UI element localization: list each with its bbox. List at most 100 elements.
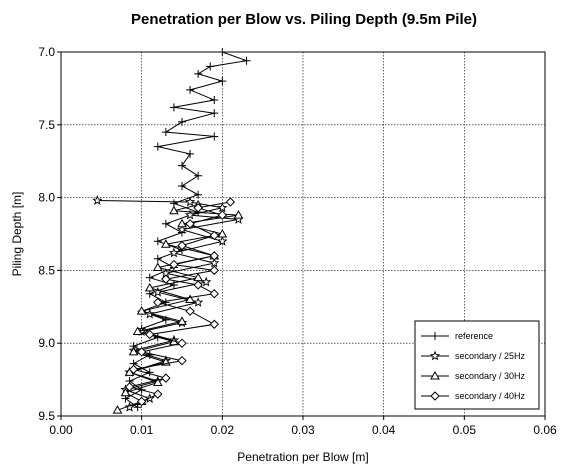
data-point bbox=[209, 230, 219, 241]
data-point bbox=[120, 387, 131, 397]
data-point bbox=[193, 203, 203, 213]
data-point bbox=[209, 319, 219, 329]
data-point bbox=[209, 251, 219, 261]
data-point bbox=[185, 306, 195, 316]
data-point bbox=[185, 219, 195, 229]
series-line bbox=[124, 51, 249, 408]
data-point bbox=[217, 235, 228, 246]
x-tick-label: 0.04 bbox=[372, 423, 396, 437]
series-line bbox=[129, 201, 231, 402]
data-point bbox=[186, 149, 195, 158]
data-point bbox=[178, 161, 186, 170]
data-point bbox=[145, 368, 154, 377]
data-point bbox=[153, 142, 162, 151]
legend-label: secondary / 30Hz bbox=[455, 371, 526, 381]
legend-marker bbox=[430, 370, 440, 380]
data-point bbox=[233, 210, 244, 219]
legend-item: secondary / 25Hz bbox=[421, 350, 526, 361]
y-tick-label: 7.5 bbox=[38, 118, 55, 132]
data-point bbox=[145, 329, 155, 340]
data-point bbox=[161, 239, 171, 248]
x-tick-label: 0.01 bbox=[130, 423, 154, 437]
data-point bbox=[92, 195, 103, 205]
legend-marker bbox=[429, 350, 441, 361]
x-tick-label: 0.03 bbox=[291, 423, 315, 437]
y-tick-label: 8.5 bbox=[38, 263, 55, 277]
x-tick-label: 0.00 bbox=[49, 423, 73, 437]
data-point bbox=[242, 56, 251, 65]
data-point bbox=[177, 338, 187, 348]
data-point bbox=[201, 276, 212, 287]
data-point bbox=[177, 240, 187, 251]
x-axis-label: Penetration per Blow [m] bbox=[237, 450, 368, 464]
data-point bbox=[136, 306, 147, 315]
data-point bbox=[152, 377, 163, 387]
data-point bbox=[186, 85, 195, 94]
data-point bbox=[124, 382, 135, 392]
series-diamond bbox=[124, 197, 236, 407]
data-point bbox=[161, 128, 170, 137]
data-point bbox=[169, 103, 178, 112]
data-point bbox=[136, 347, 147, 357]
y-tick-label: 9.0 bbox=[38, 336, 55, 350]
data-point bbox=[193, 280, 203, 290]
data-point bbox=[194, 69, 203, 78]
data-point bbox=[177, 316, 187, 325]
data-point bbox=[184, 209, 196, 220]
legend-marker bbox=[430, 391, 440, 401]
series-layer bbox=[92, 48, 251, 414]
data-point bbox=[153, 297, 163, 308]
data-point bbox=[136, 396, 147, 407]
y-tick-label: 7.0 bbox=[38, 45, 55, 59]
data-point bbox=[194, 171, 203, 180]
data-point bbox=[132, 326, 143, 336]
series-triangle bbox=[112, 199, 244, 414]
y-axis: 7.0 7.5 8.0 8.5 9.0 9.5 bbox=[38, 45, 61, 423]
data-point bbox=[225, 197, 236, 207]
data-point bbox=[192, 296, 204, 307]
data-point bbox=[153, 237, 162, 246]
data-point bbox=[161, 219, 170, 228]
y-tick-label: 9.5 bbox=[38, 409, 55, 423]
data-point bbox=[161, 274, 171, 284]
y-tick-label: 8.0 bbox=[38, 191, 55, 205]
data-point bbox=[168, 247, 180, 258]
data-point bbox=[153, 254, 162, 263]
legend-item: reference bbox=[421, 331, 493, 341]
data-point bbox=[177, 218, 187, 228]
data-point bbox=[176, 224, 188, 235]
data-point bbox=[161, 373, 171, 383]
data-point bbox=[218, 48, 227, 56]
data-point bbox=[153, 389, 163, 399]
data-point bbox=[217, 202, 228, 213]
legend-label: secondary / 40Hz bbox=[455, 391, 526, 401]
data-point bbox=[178, 181, 186, 190]
series-line bbox=[117, 204, 239, 411]
data-point bbox=[184, 196, 196, 207]
x-tick-label: 0.02 bbox=[211, 423, 235, 437]
chart-title: Penetration per Blow vs. Piling Depth (9… bbox=[131, 11, 477, 28]
x-tick-label: 0.06 bbox=[533, 423, 557, 437]
data-point bbox=[209, 265, 219, 276]
data-point bbox=[206, 62, 215, 71]
data-point bbox=[178, 117, 186, 126]
legend-item: secondary / 40Hz bbox=[421, 391, 526, 401]
data-point bbox=[209, 257, 220, 268]
legend: reference secondary / 25Hz secondary / 30H… bbox=[414, 320, 540, 410]
data-point bbox=[128, 346, 139, 356]
x-tick-label: 0.05 bbox=[453, 423, 477, 437]
data-point bbox=[112, 405, 123, 414]
data-point bbox=[217, 228, 228, 238]
data-point bbox=[177, 355, 187, 366]
legend-marker bbox=[431, 332, 439, 340]
legend-item: secondary / 30Hz bbox=[421, 370, 526, 381]
legend-label: secondary / 25Hz bbox=[455, 351, 526, 361]
data-point bbox=[210, 132, 219, 141]
y-axis-label: Piling Depth [m] bbox=[10, 192, 24, 277]
data-point bbox=[144, 282, 155, 292]
data-point bbox=[217, 210, 228, 220]
data-point bbox=[124, 401, 135, 412]
data-point bbox=[152, 262, 163, 271]
data-point bbox=[210, 109, 219, 118]
